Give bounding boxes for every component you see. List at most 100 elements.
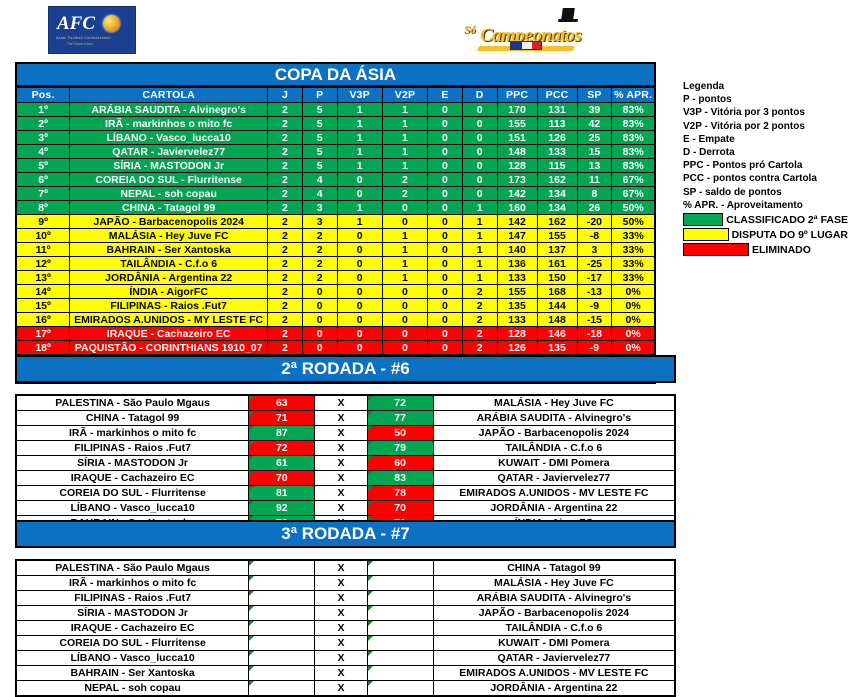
home-score[interactable]: 81 xyxy=(248,485,316,501)
standings-cell-v3p: 0 xyxy=(336,186,383,201)
standings-cell-e: 0 xyxy=(427,340,463,355)
away-score[interactable]: 83 xyxy=(366,470,434,486)
home-team: FILIPINAS - Raios .Fut7 xyxy=(15,440,250,456)
away-score[interactable]: 72 xyxy=(366,394,434,411)
home-score[interactable] xyxy=(248,575,316,591)
standings-cell-j: 2 xyxy=(267,228,303,243)
legend-line-6: PCC - pontos contra Cartola xyxy=(683,173,817,185)
versus-separator: X xyxy=(314,680,368,697)
away-score[interactable] xyxy=(366,590,434,606)
standings-cell-pos: 8º xyxy=(15,200,71,215)
table-row: 2º IRÃ - markinhos o mito fc 2 5 1 1 0 0 155 113 4… xyxy=(15,116,656,131)
standings-cell-cartola: NEPAL - soh copau xyxy=(69,186,269,201)
standings-cell-apr: 0% xyxy=(611,326,656,341)
standings-cell-apr: 33% xyxy=(611,242,656,257)
away-team: ARÁBIA SAUDITA - Alvinegro's xyxy=(432,410,676,426)
away-score[interactable] xyxy=(366,665,434,681)
away-score[interactable] xyxy=(366,559,434,576)
standings-cell-p: 0 xyxy=(301,284,338,299)
standings-cell-e: 0 xyxy=(427,102,463,117)
legend-line-8: % APR. - Aproveitamento xyxy=(683,199,803,211)
standings-cell-pcc: 144 xyxy=(536,298,578,313)
away-score[interactable]: 79 xyxy=(366,440,434,456)
home-score[interactable]: 72 xyxy=(248,440,316,456)
home-team: IRÃ - markinhos o mito fc xyxy=(15,575,250,591)
versus-separator: X xyxy=(314,394,368,411)
home-score[interactable] xyxy=(248,665,316,681)
standings-cell-p: 5 xyxy=(301,116,338,131)
standings-cell-apr: 83% xyxy=(611,130,656,145)
home-score[interactable]: 61 xyxy=(248,455,316,471)
table-row: 12º TAILÂNDIA - C.f.o 6 2 2 0 1 0 1 136 161 -25 33% xyxy=(15,256,656,271)
standings-cell-ppc: 148 xyxy=(496,144,538,159)
standings-cell-pos: 5º xyxy=(15,158,71,173)
standings-cell-pcc: 134 xyxy=(536,186,578,201)
home-score[interactable] xyxy=(248,605,316,621)
versus-separator: X xyxy=(314,485,368,501)
legend-line-3: E - Empate xyxy=(683,133,735,145)
away-score[interactable]: 78 xyxy=(366,485,434,501)
home-score[interactable] xyxy=(248,590,316,606)
standings-cell-d: 2 xyxy=(461,340,498,355)
away-score[interactable]: 60 xyxy=(366,455,434,471)
away-score[interactable] xyxy=(366,620,434,636)
home-score[interactable] xyxy=(248,559,316,576)
standings-cell-v2p: 0 xyxy=(381,340,429,355)
standings-cell-j: 2 xyxy=(267,144,303,159)
standings-cell-pcc: 137 xyxy=(536,242,578,257)
standings-cell-e: 0 xyxy=(427,172,463,187)
home-score[interactable] xyxy=(248,620,316,636)
standings-cell-d: 2 xyxy=(461,326,498,341)
away-score[interactable]: 70 xyxy=(366,500,434,516)
versus-separator: X xyxy=(314,500,368,516)
standings-cell-sp: 3 xyxy=(576,242,613,257)
standings-cell-v2p: 1 xyxy=(381,256,429,271)
standings-cell-v3p: 1 xyxy=(336,144,383,159)
away-score[interactable] xyxy=(366,680,434,697)
standings-cell-v3p: 0 xyxy=(336,312,383,327)
standings-cell-sp: -8 xyxy=(576,228,613,243)
standings-cell-sp: 8 xyxy=(576,186,613,201)
home-score[interactable] xyxy=(248,680,316,697)
standings-cell-pos: 3º xyxy=(15,130,71,145)
standings-col-6: E xyxy=(427,87,463,103)
legend-line-0: P - pontos xyxy=(683,94,732,106)
legend-line-5: PPC - Pontos pró Cartola xyxy=(683,160,803,172)
away-score[interactable]: 77 xyxy=(366,410,434,426)
home-score[interactable]: 71 xyxy=(248,410,316,426)
match-row: COREIA DO SUL - Flurritense 81 X 78 EMIRADOS… xyxy=(15,485,676,501)
standings-cell-sp: -9 xyxy=(576,340,613,355)
standings-cell-sp: 26 xyxy=(576,200,613,215)
away-score[interactable] xyxy=(366,635,434,651)
standings-cell-d: 0 xyxy=(461,158,498,173)
legend-swatch-label: DISPUTA DO 9º LUGAR xyxy=(731,228,848,241)
standings-cell-d: 0 xyxy=(461,172,498,187)
standings-cell-pcc: 148 xyxy=(536,312,578,327)
standings-cell-p: 5 xyxy=(301,158,338,173)
home-score[interactable]: 70 xyxy=(248,470,316,486)
away-score[interactable]: 50 xyxy=(366,425,434,441)
away-score[interactable] xyxy=(366,575,434,591)
standings-col-11: % APR. xyxy=(611,87,656,103)
standings-cell-v3p: 0 xyxy=(336,242,383,257)
versus-separator: X xyxy=(314,650,368,666)
match-row: IRAQUE - Cachazeiro EC X TAILÂNDIA - C.f.o… xyxy=(15,620,676,636)
home-team: COREIA DO SUL - Flurritense xyxy=(15,635,250,651)
match-row: SÍRIA - MASTODON Jr X JAPÃO - Barbacenopol… xyxy=(15,605,676,621)
standings-cell-sp: 11 xyxy=(576,172,613,187)
away-score[interactable] xyxy=(366,650,434,666)
standings-cell-sp: -13 xyxy=(576,284,613,299)
table-row: 5º SÍRIA - MASTODON Jr 2 5 1 1 0 0 128 115 13 83% xyxy=(15,158,656,173)
home-score[interactable]: 63 xyxy=(248,394,316,411)
away-score[interactable] xyxy=(366,605,434,621)
standings-cell-pcc: 146 xyxy=(536,326,578,341)
standings-cell-v2p: 1 xyxy=(381,242,429,257)
home-score[interactable] xyxy=(248,635,316,651)
home-score[interactable]: 92 xyxy=(248,500,316,516)
versus-separator: X xyxy=(314,575,368,591)
afc-logo-subtitle: Asian Football Confederation xyxy=(56,36,111,40)
standings-cell-ppc: 173 xyxy=(496,172,538,187)
standings-cell-v2p: 1 xyxy=(381,270,429,285)
home-score[interactable]: 87 xyxy=(248,425,316,441)
home-score[interactable] xyxy=(248,650,316,666)
